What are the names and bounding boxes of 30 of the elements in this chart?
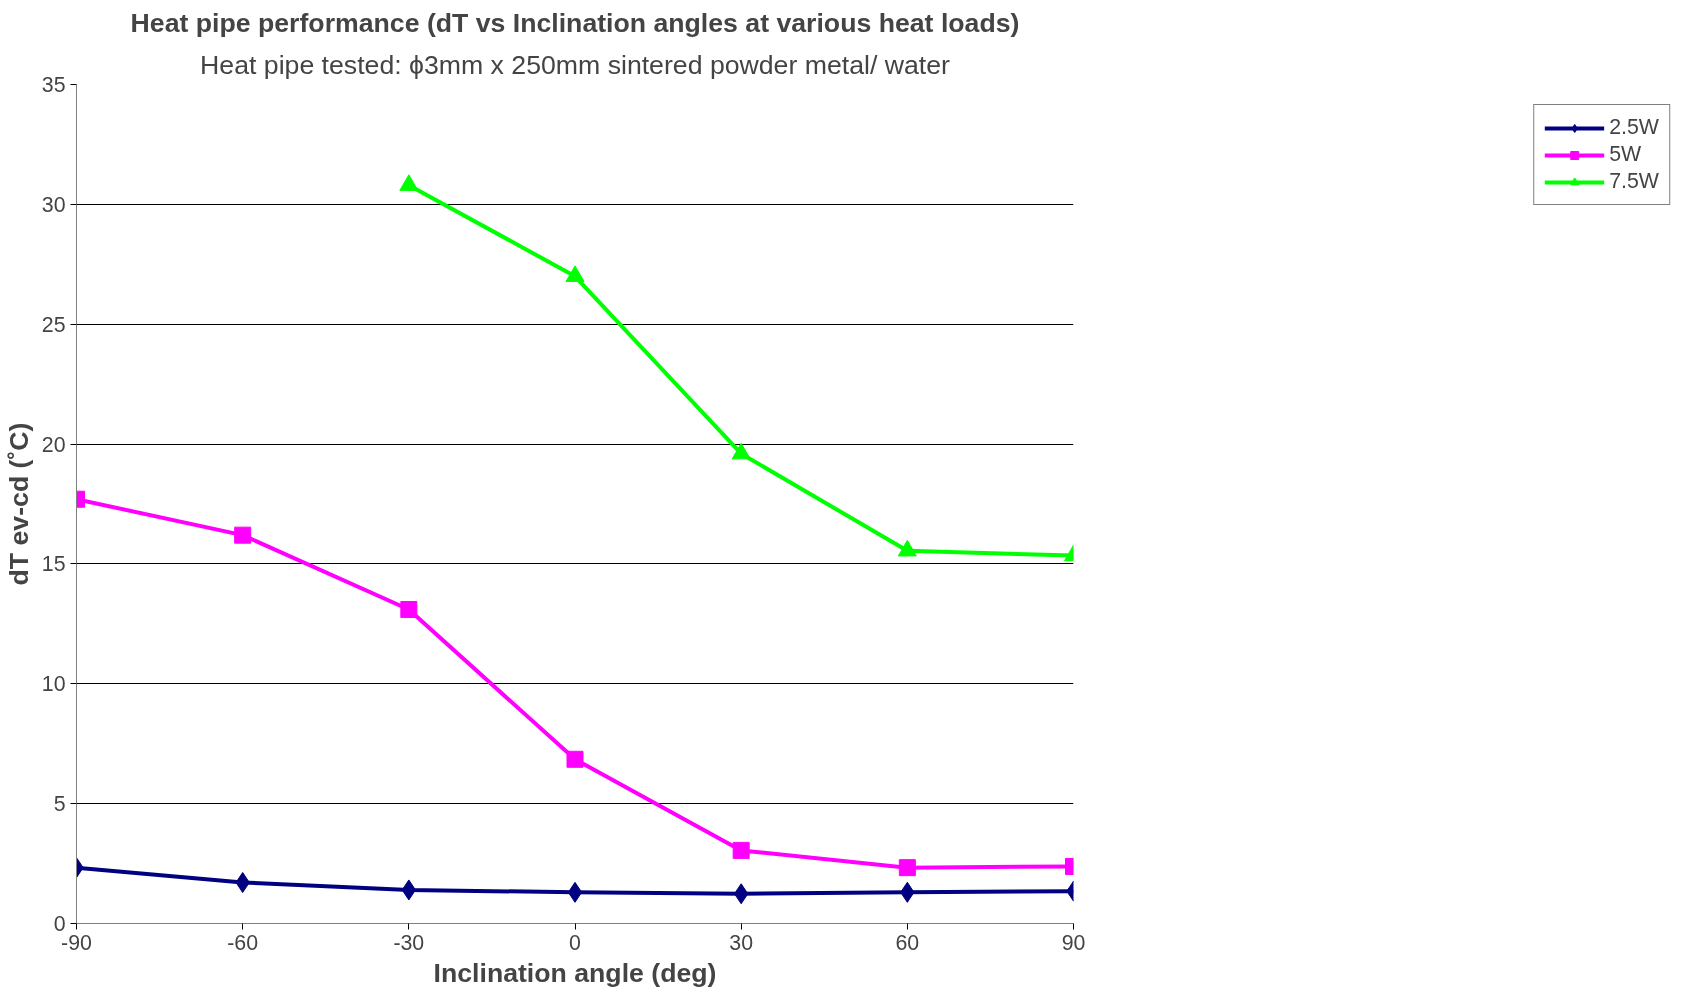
point xyxy=(897,539,917,557)
y-tick-label: 5 xyxy=(53,792,66,817)
legend-label: 7.5W xyxy=(1609,169,1659,194)
point xyxy=(400,600,418,618)
x-tick-label: 0 xyxy=(569,930,582,955)
legend-label: 5W xyxy=(1609,142,1642,167)
y-tick-label: 25 xyxy=(41,312,66,337)
x-tick-label: 30 xyxy=(729,930,754,955)
x-tick-label: -30 xyxy=(393,930,425,955)
point xyxy=(565,265,585,282)
x-tick-label: -60 xyxy=(227,930,259,955)
legend-label: 2.5W xyxy=(1609,115,1659,140)
y-tick-label: 20 xyxy=(41,432,66,457)
point xyxy=(732,841,750,859)
chart-subtitle: Heat pipe tested: ϕ3mm x 250mm sintered powder metal/ water xyxy=(200,49,951,80)
point xyxy=(898,859,916,877)
x-axis-title: Inclination angle (deg) xyxy=(433,957,717,988)
point xyxy=(566,750,584,768)
y-tick-label: 15 xyxy=(41,552,66,577)
x-tick-label: 60 xyxy=(895,930,920,955)
chart-title: Heat pipe performance (dT vs Inclination angles at various heat loads) xyxy=(130,7,1020,38)
point xyxy=(731,442,751,460)
point xyxy=(234,526,252,544)
point xyxy=(567,881,583,903)
x-tick-label: 90 xyxy=(1061,930,1086,955)
y-tick-label: 10 xyxy=(41,672,66,697)
point xyxy=(399,174,419,191)
y-axis-title: dT ev-cd (˚C) xyxy=(3,422,34,586)
y-tick-label: 35 xyxy=(41,73,66,97)
y-tick-label: 30 xyxy=(41,192,66,217)
